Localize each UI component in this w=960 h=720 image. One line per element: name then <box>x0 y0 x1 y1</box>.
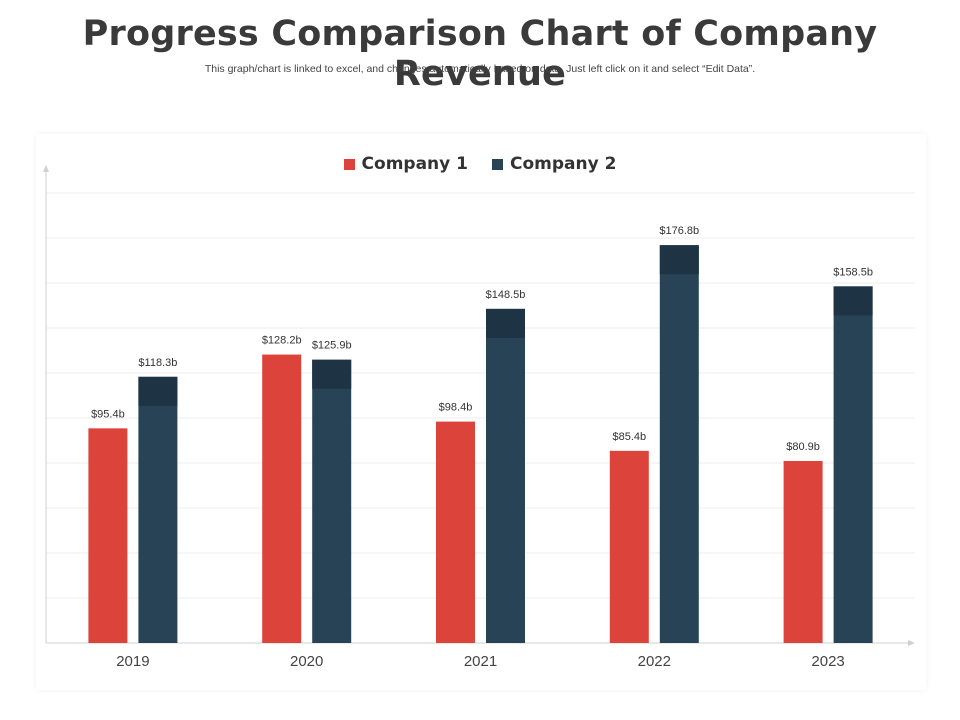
data-label: $80.9b <box>786 441 820 453</box>
bar-company-1-2023[interactable] <box>783 460 823 643</box>
page-subtitle: This graph/chart is linked to excel, and… <box>204 63 756 75</box>
bar-company-2-2020[interactable] <box>312 359 352 643</box>
data-label: $176.8b <box>659 225 699 237</box>
data-label: $148.5b <box>486 289 526 301</box>
bar-company-1-2022[interactable] <box>609 450 649 643</box>
bar-company-1-2021[interactable] <box>436 421 475 643</box>
bar-cap-company-2-2019 <box>138 376 178 406</box>
data-label: $95.4b <box>91 408 125 420</box>
bar-company-1-2020[interactable] <box>262 354 302 643</box>
bar-cap-company-2-2023 <box>833 286 873 316</box>
bar-company-2-2021[interactable] <box>486 308 525 643</box>
legend-label-company-1: Company 1 <box>361 154 468 174</box>
chart-panel <box>36 134 926 690</box>
x-tick-label: 2023 <box>811 653 844 670</box>
legend-item-company-1[interactable]: Company 1 <box>343 154 468 174</box>
data-label: $158.5b <box>833 266 873 278</box>
y-axis-arrow <box>43 165 49 172</box>
x-tick-label: 2019 <box>116 653 149 670</box>
bar-company-2-2023[interactable] <box>833 286 873 643</box>
legend-item-company-2[interactable]: Company 2 <box>492 154 616 174</box>
bar-company-1-2019[interactable] <box>88 428 128 643</box>
x-axis-arrow <box>908 640 915 646</box>
legend-swatch-company-2 <box>492 158 503 170</box>
x-tick-label: 2020 <box>290 653 323 670</box>
data-label: $85.4b <box>612 431 646 443</box>
x-tick-label: 2022 <box>638 653 671 670</box>
bar-cap-company-2-2020 <box>312 359 352 389</box>
bar-cap-company-2-2022 <box>659 245 699 275</box>
data-label: $125.9b <box>312 340 352 352</box>
data-label: $118.3b <box>138 357 177 369</box>
legend-label-company-2: Company 2 <box>510 154 617 174</box>
legend-swatch-company-1 <box>343 158 355 170</box>
bar-company-2-2022[interactable] <box>659 245 699 643</box>
data-label: $128.2b <box>262 335 302 347</box>
data-label: $98.4b <box>439 402 473 414</box>
bar-cap-company-2-2021 <box>486 308 525 338</box>
page-title: Progress Comparison Chart of Company Rev… <box>82 14 878 94</box>
x-tick-label: 2021 <box>464 653 497 670</box>
chart-legend: Company 1 Company 2 <box>0 154 960 174</box>
bar-company-2-2019[interactable] <box>138 376 178 643</box>
